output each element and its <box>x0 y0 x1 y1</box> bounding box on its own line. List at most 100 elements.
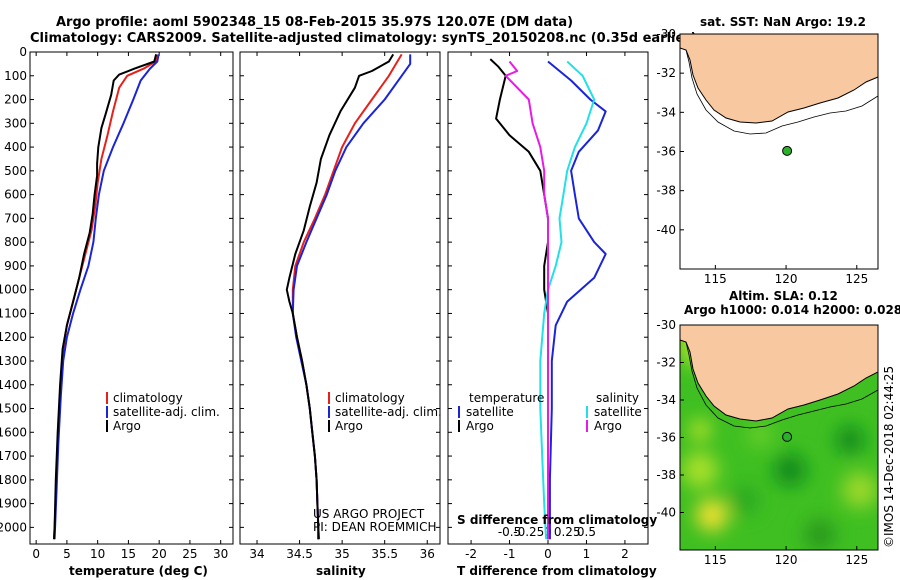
temperature-frame <box>29 51 234 545</box>
sst-map: sat. SST: NaN Argo: 19.2 115 120 125 -30 -32… <box>656 15 879 286</box>
sst-float-marker <box>782 145 793 156</box>
legend-satellite-adj: satellite-adj. clim. <box>335 405 442 419</box>
sla-map-isobath <box>685 341 879 429</box>
salinity-xtick-label: 35.5 <box>371 547 398 561</box>
title-line2: Climatology: CARS2009. Satellite-adjuste… <box>30 31 697 46</box>
legend-climatology: climatology <box>113 391 183 405</box>
difference-xtick-label: -1 <box>504 547 516 561</box>
depth-tick-label: 1900 <box>0 497 27 511</box>
difference-series-salinity-argo <box>504 60 549 540</box>
s-diff-tick-label: -0.25 <box>513 525 544 539</box>
sst_map-ytick-label: -30 <box>656 27 676 41</box>
salinity-xtick-label: 35 <box>334 547 349 561</box>
difference-xtick-label: -2 <box>465 547 477 561</box>
depth-tick-label: 1800 <box>0 473 27 487</box>
depth-tick-label: 200 <box>4 93 27 107</box>
sst_map-xtick-label: 115 <box>704 272 727 286</box>
depth-tick-label: 900 <box>4 259 27 273</box>
legend-argo: Argo <box>113 419 141 433</box>
depth-tick-label: 0 <box>19 45 27 59</box>
sst_map-ytick-label: -36 <box>656 145 676 159</box>
credit-project: US ARGO PROJECT <box>313 507 425 521</box>
legend-climatology: climatology <box>335 391 405 405</box>
depth-tick-label: 1300 <box>0 354 27 368</box>
s-diff-tick-label: -0.5 <box>498 525 521 539</box>
temperature-series-satellite-adj-clim- <box>53 54 160 540</box>
temperature-xtick-label: 15 <box>121 547 136 561</box>
temperature-series-argo <box>53 54 158 540</box>
sst-map-title: sat. SST: NaN Argo: 19.2 <box>700 15 866 29</box>
sla_map-ytick-label: -36 <box>656 431 676 445</box>
legend-satellite-adj: satellite-adj. clim. <box>113 405 220 419</box>
difference-xtick-label: 1 <box>583 547 591 561</box>
sla-map-subtitle: Argo h1000: 0.014 h2000: 0.028 <box>684 303 900 317</box>
sla_map-ytick-label: -40 <box>656 506 676 520</box>
temperature-xtick-label: 10 <box>90 547 105 561</box>
temperature-xlabel: temperature (deg C) <box>69 564 208 578</box>
depth-tick-label: 1100 <box>0 306 27 320</box>
depth-tick-label: 100 <box>4 69 27 83</box>
depth-tick-label: 500 <box>4 164 27 178</box>
sla_map-xtick-label: 120 <box>775 553 798 567</box>
sst_map-xtick-label: 120 <box>775 272 798 286</box>
depth-tick-label: 800 <box>4 235 27 249</box>
salinity-legend: climatology satellite-adj. clim. Argo <box>328 391 442 433</box>
temperature-xtick-label: 20 <box>152 547 167 561</box>
temperature-xtick-label: 0 <box>32 547 40 561</box>
s-diff-tick-label: 0.25 <box>554 525 581 539</box>
sla_map-ytick-label: -30 <box>656 318 676 332</box>
difference-xlabel: T difference from climatology <box>457 564 657 578</box>
difference-top-label: S difference from climatology <box>457 513 657 527</box>
temperature-xtick-label: 5 <box>63 547 71 561</box>
temperature-plot: 0100200300400500600700800900100011001200… <box>0 45 234 561</box>
salinity-series-argo <box>285 53 395 540</box>
salinity-xtick-label: 34.5 <box>286 547 313 561</box>
difference-series-temperature-satellite <box>547 60 607 540</box>
salinity-frame <box>239 51 441 545</box>
depth-tick-label: 700 <box>4 211 27 225</box>
depth-tick-label: 2000 <box>0 520 27 534</box>
salinity-xtick-label: 36 <box>420 547 435 561</box>
salinity-xtick-label: 34 <box>249 547 264 561</box>
legend-temp-argo: Argo <box>466 419 494 433</box>
sst_map-ytick-label: -34 <box>656 105 676 119</box>
sst-map-land <box>679 33 879 124</box>
sla_map-ytick-label: -32 <box>656 356 676 370</box>
depth-tick-label: 1500 <box>0 402 27 416</box>
depth-tick-label: 300 <box>4 116 27 130</box>
temperature-xtick-label: 30 <box>213 547 228 561</box>
depth-tick-label: 1400 <box>0 378 27 392</box>
difference-series-salinity-satellite <box>539 60 596 540</box>
legend-temperature-title: temperature <box>469 391 544 405</box>
title-line1: Argo profile: aoml 5902348_15 08-Feb-201… <box>56 15 573 30</box>
depth-tick-label: 1200 <box>0 330 27 344</box>
salinity-xlabel: salinity <box>316 564 366 578</box>
temperature-legend: climatology satellite-adj. clim. Argo <box>106 391 220 433</box>
difference-xtick-label: 2 <box>621 547 629 561</box>
legend-salinity-title: salinity <box>596 391 639 405</box>
sla_map-ytick-label: -34 <box>656 393 676 407</box>
sla-map-land <box>679 324 879 422</box>
sst_map-ytick-label: -40 <box>656 223 676 237</box>
sst_map-ytick-label: -38 <box>656 184 676 198</box>
difference-legend-temperature: temperature satellite Argo <box>458 391 544 433</box>
sla_map-xtick-label: 125 <box>845 553 868 567</box>
sst_map-ytick-label: -32 <box>656 66 676 80</box>
sla_map-xtick-label: 115 <box>704 553 727 567</box>
depth-tick-label: 1000 <box>0 283 27 297</box>
sla-map-title: Altim. SLA: 0.12 <box>729 289 838 303</box>
salinity-plot: 34 34.5 35 35.5 36 <box>239 51 441 561</box>
sla-float-marker <box>782 431 793 442</box>
credit-pi: PI: DEAN ROEMMICH <box>313 520 436 534</box>
sst_map-xtick-label: 125 <box>845 272 868 286</box>
s-diff-tick-label: 0.5 <box>577 525 596 539</box>
difference-legend-salinity: salinity satellite Argo <box>586 391 642 433</box>
temperature-xtick-label: 25 <box>182 547 197 561</box>
sla-map: Altim. SLA: 0.12 Argo h1000: 0.014 h2000… <box>656 289 900 567</box>
credit-imos: ©IMOS 14-Dec-2018 02:44:25 <box>882 366 896 548</box>
depth-tick-label: 600 <box>4 188 27 202</box>
legend-sal-argo: Argo <box>594 419 622 433</box>
legend-argo: Argo <box>335 419 363 433</box>
depth-tick-label: 1600 <box>0 425 27 439</box>
